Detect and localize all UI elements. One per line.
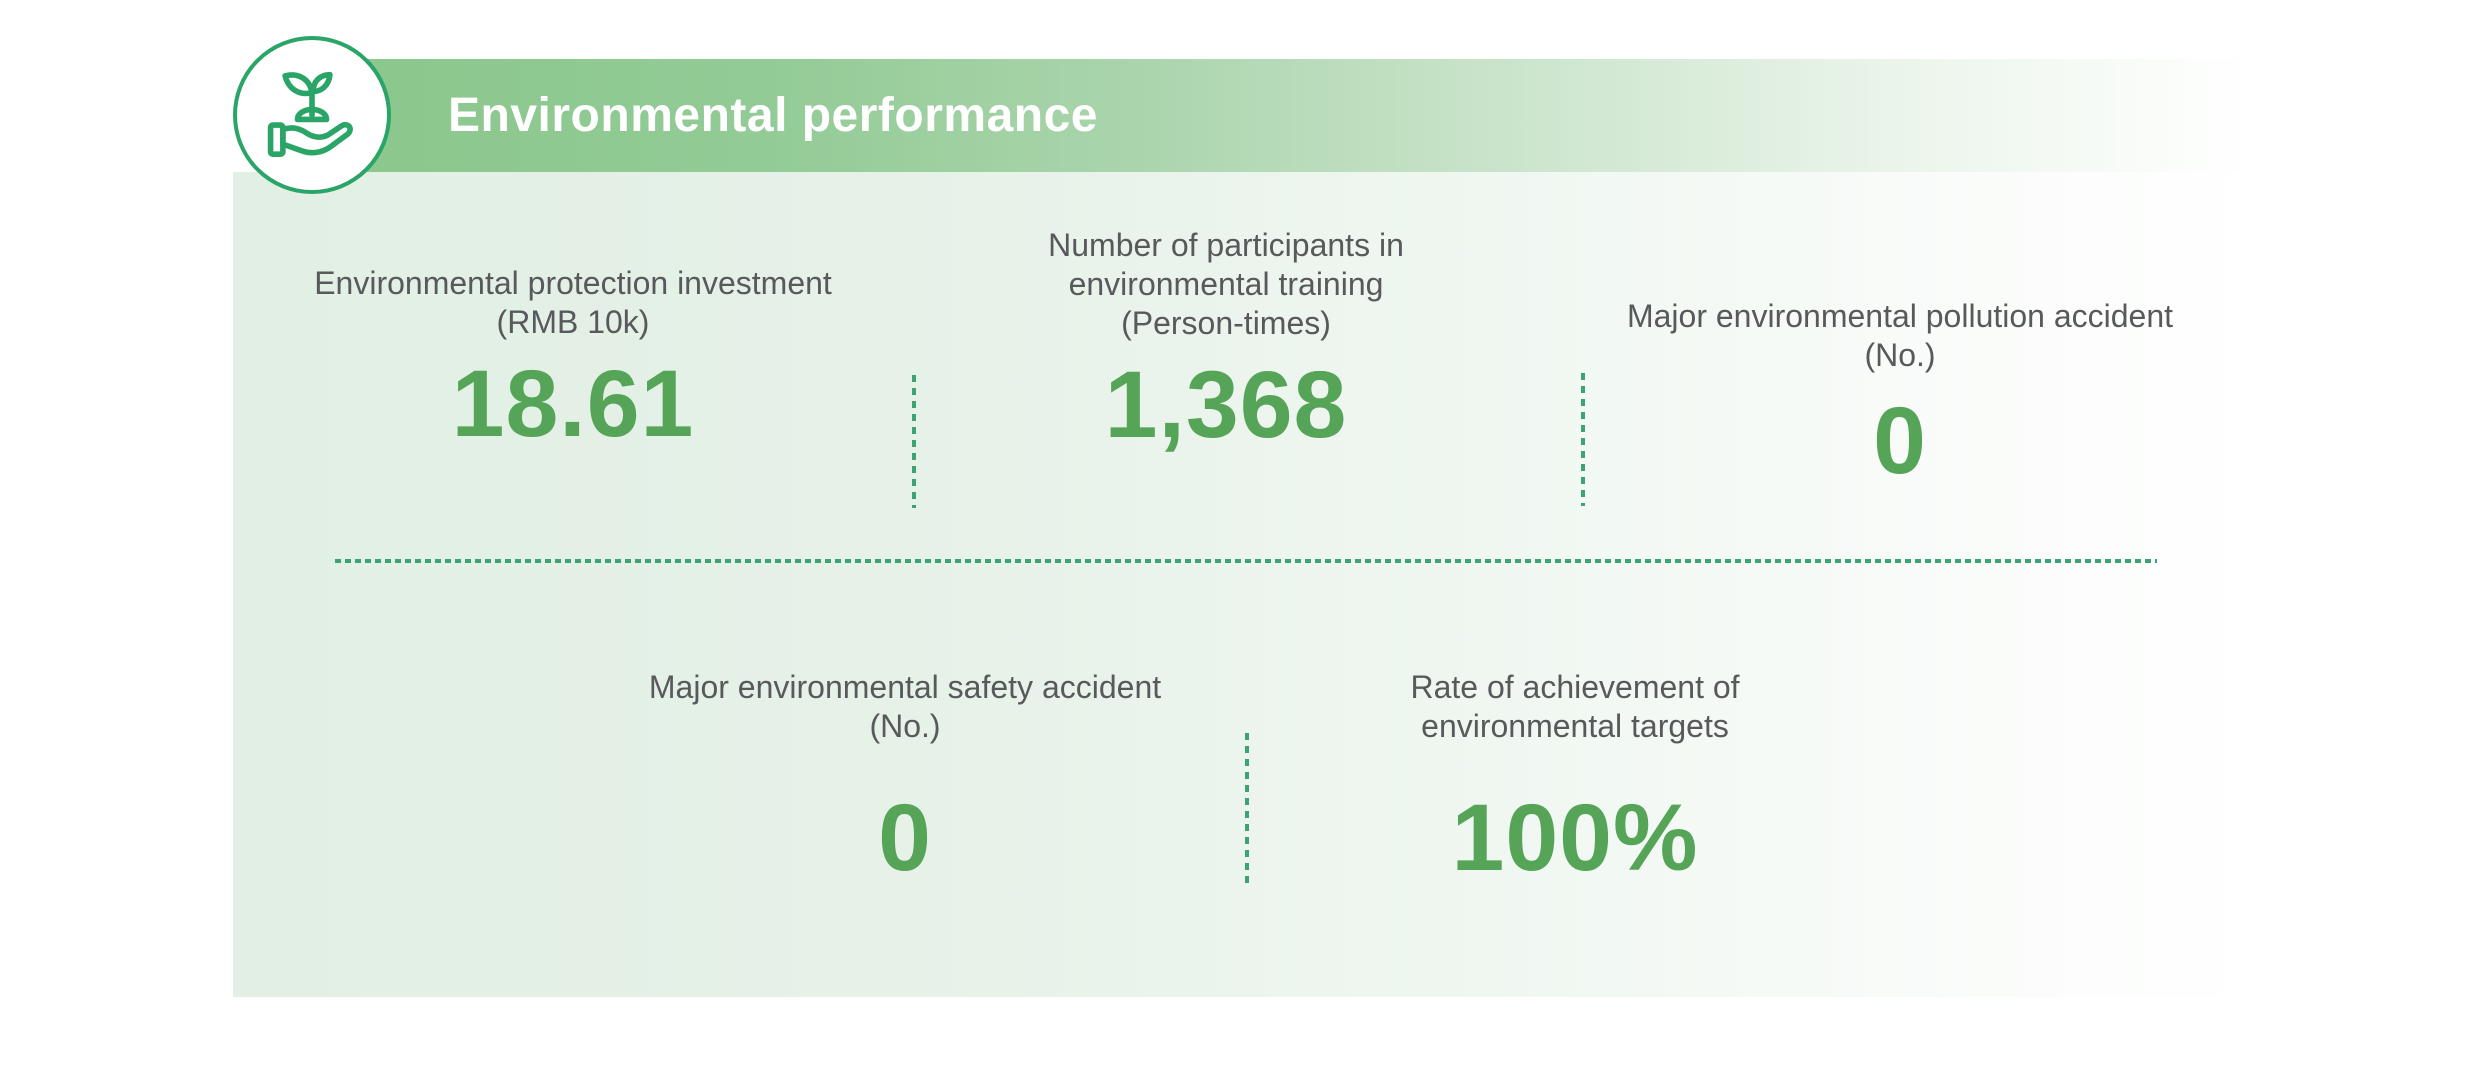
horizontal-dashed-divider [335, 559, 2157, 563]
metric-environmental-training-participants: Number of participants in environmental … [916, 226, 1536, 455]
metric-unit: (RMB 10k) [496, 304, 650, 340]
metric-environmental-protection-investment: Environmental protection investment (RMB… [263, 264, 883, 454]
metric-value: 100% [1451, 785, 1699, 891]
metric-label: environmental targets [1421, 708, 1729, 744]
sprout-in-hand-icon [256, 59, 368, 171]
metric-value: 18.61 [451, 351, 695, 457]
section-header-banner: Environmental performance [350, 59, 2253, 172]
metric-unit: (No.) [869, 708, 941, 744]
content-panel-background [233, 172, 2253, 997]
metric-label: Major environmental safety accident [648, 669, 1162, 705]
metric-major-pollution-accident: Major environmental pollution accident (… [1580, 297, 2220, 491]
section-title: Environmental performance [448, 89, 1098, 142]
metric-value: 1,368 [1104, 352, 1348, 458]
metric-label: environmental training [1068, 266, 1384, 302]
metric-value: 0 [1873, 388, 1927, 494]
vertical-dashed-divider [912, 375, 916, 508]
metric-major-safety-accident: Major environmental safety accident (No.… [585, 668, 1225, 888]
metric-unit: (No.) [1864, 337, 1936, 373]
vertical-dashed-divider [1245, 733, 1249, 885]
metric-label: Number of participants in [1048, 227, 1404, 263]
metric-value: 0 [878, 785, 932, 891]
metric-label: Major environmental pollution accident [1626, 298, 2174, 334]
metric-label: Environmental protection investment [314, 265, 832, 301]
metric-environmental-targets-achievement: Rate of achievement of environmental tar… [1255, 668, 1895, 888]
metric-label: Rate of achievement of [1410, 669, 1740, 705]
vertical-dashed-divider [1581, 373, 1585, 506]
metric-unit: (Person-times) [1121, 305, 1331, 341]
section-badge [233, 36, 391, 194]
